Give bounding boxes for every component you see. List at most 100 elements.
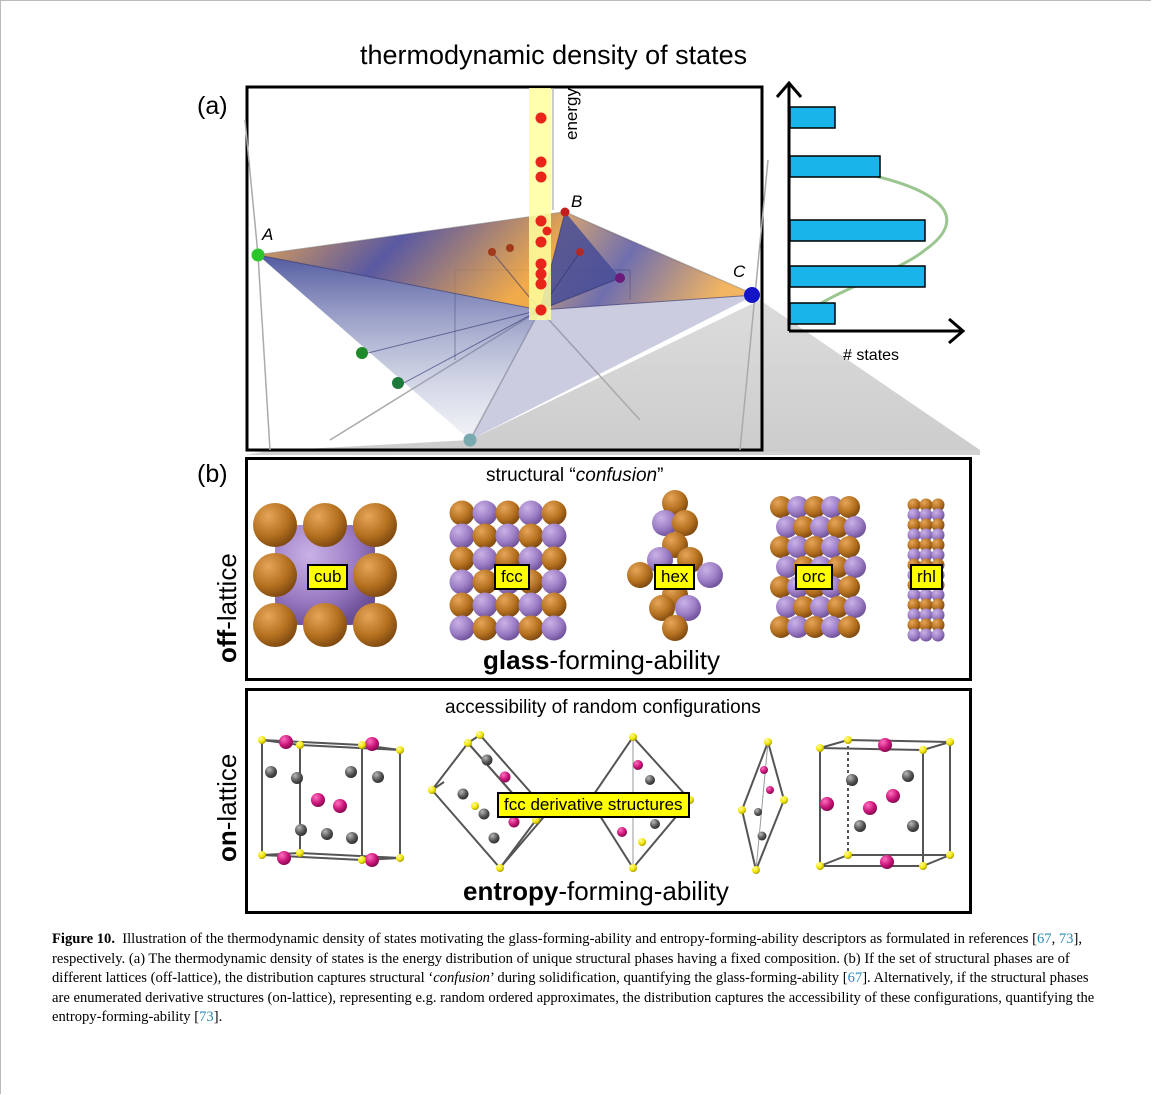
hex-atom <box>662 615 688 641</box>
orc-structure <box>770 496 866 638</box>
off-lattice-structures <box>253 490 945 647</box>
glass-forming-ability-label: glass-forming-ability <box>483 645 720 676</box>
purple-atom <box>907 548 921 562</box>
reference-link[interactable]: 73 <box>1058 931 1074 947</box>
vertex-c-point <box>744 287 760 303</box>
purple-atom <box>919 528 933 542</box>
purple-atom <box>919 548 933 562</box>
purple-atom <box>907 528 921 542</box>
entropy-forming-ability-label: entropy-forming-ability <box>463 876 729 907</box>
orange-atom <box>253 553 297 597</box>
purple-atom <box>821 536 843 558</box>
orange-atom <box>919 618 933 632</box>
panel-a-illustration: energy A B C <box>244 85 980 455</box>
supercell-1-atoms <box>258 735 404 867</box>
hex-structure <box>627 490 723 641</box>
orange-atom <box>804 616 826 638</box>
panel-a-frame <box>245 85 764 452</box>
purple-atom <box>919 508 933 522</box>
supercell-5-frame <box>819 738 951 867</box>
teal-point <box>463 433 477 447</box>
side-bold: off <box>212 629 242 663</box>
off-lattice-heading: structural “confusion” <box>486 465 663 487</box>
vertex-a-point <box>251 248 265 262</box>
hex-atom <box>662 490 688 516</box>
surface-edges <box>257 211 756 386</box>
orange-atom <box>449 592 475 618</box>
histogram-bars <box>789 106 926 325</box>
orange-atom <box>827 516 849 538</box>
reference-link[interactable]: 67 <box>847 970 863 986</box>
orange-atom <box>541 500 567 526</box>
purple-atom <box>449 569 475 595</box>
reference-link[interactable]: 73 <box>199 1009 214 1025</box>
orange-atom <box>804 496 826 518</box>
on-lattice-side-label: on-lattice <box>212 754 243 862</box>
purple-atom <box>776 516 798 538</box>
purple-atom <box>919 588 933 602</box>
hex-atom <box>672 510 698 536</box>
structure-tag-orc: orc <box>795 564 833 590</box>
structure-tag-cub: cub <box>307 564 349 590</box>
orange-atom <box>495 500 521 526</box>
purple-atom <box>919 628 933 642</box>
heading-italic: confusion <box>575 465 658 486</box>
purple-atom <box>449 523 475 549</box>
figure-title: thermodynamic density of states <box>360 40 748 70</box>
caption-text: ]. <box>213 1009 223 1025</box>
purple-atom <box>931 588 945 602</box>
hex-atom <box>675 595 701 621</box>
energy-surface-lower-left <box>258 255 540 440</box>
orange-atom <box>495 592 521 618</box>
orange-atom <box>907 518 921 532</box>
x-axis-arrow <box>948 317 966 345</box>
vertex-b-label: B <box>571 192 582 211</box>
supercell-4-frame <box>740 738 786 874</box>
orange-atom <box>253 603 297 647</box>
orange-atom <box>253 503 297 547</box>
rest-word: -forming-ability <box>558 876 729 906</box>
purple-atom <box>518 500 544 526</box>
orange-atom <box>449 546 475 572</box>
figure-number: Figure 10. <box>52 931 115 947</box>
histogram-xlabel: # states <box>843 347 899 364</box>
orange-atom <box>353 553 397 597</box>
y-axis-arrow <box>775 80 803 98</box>
purple-atom <box>907 588 921 602</box>
density-of-states-histogram: # states <box>775 80 966 364</box>
bold-word: glass <box>483 645 550 675</box>
rest-word: -forming-ability <box>549 645 721 675</box>
orange-atom <box>770 496 792 518</box>
purple-atom <box>844 556 866 578</box>
hex-atom <box>649 595 675 621</box>
purple-atom <box>776 596 798 618</box>
purple-atom <box>907 508 921 522</box>
on-lattice-heading: accessibility of random configurations <box>445 697 761 718</box>
orange-atom <box>449 500 475 526</box>
orange-atom <box>793 516 815 538</box>
reference-link[interactable]: 67 <box>1036 931 1052 947</box>
orange-atom <box>931 538 945 552</box>
orange-atom <box>770 616 792 638</box>
histogram-bar <box>789 265 926 288</box>
purple-atom <box>931 508 945 522</box>
energy-surface-upper <box>258 212 565 310</box>
purple-atom <box>931 608 945 622</box>
purple-atom <box>776 556 798 578</box>
supercell-5-atoms <box>816 736 954 870</box>
purple-atom <box>472 500 498 526</box>
supercell-4-atoms <box>738 738 788 874</box>
orange-atom <box>838 576 860 598</box>
on-lattice-box <box>245 688 972 914</box>
orange-atom <box>838 536 860 558</box>
orange-atom <box>770 536 792 558</box>
fcc-derivative-tag: fcc derivative structures <box>497 792 690 818</box>
purple-atom <box>472 592 498 618</box>
orange-atom <box>838 616 860 638</box>
structure-tag-hex: hex <box>654 564 696 590</box>
vertex-c-label: C <box>733 262 746 281</box>
orange-atom <box>793 596 815 618</box>
caption-text: Illustration of the thermodynamic densit… <box>122 931 1037 947</box>
orange-atom <box>303 503 347 547</box>
